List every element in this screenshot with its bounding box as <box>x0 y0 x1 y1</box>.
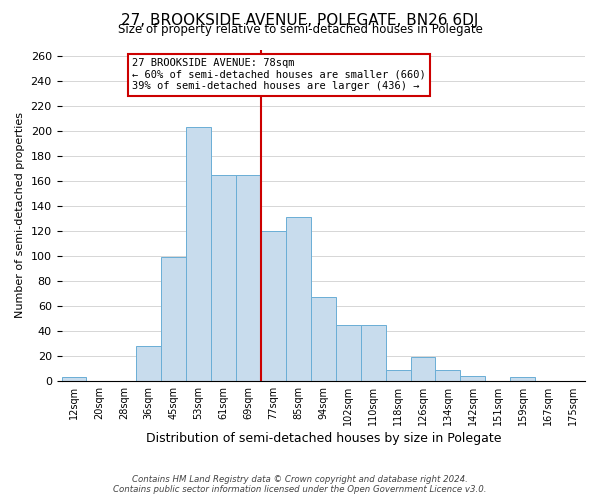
Bar <box>410 357 436 381</box>
Bar <box>136 346 161 381</box>
Bar <box>436 370 460 381</box>
Y-axis label: Number of semi-detached properties: Number of semi-detached properties <box>15 112 25 318</box>
Text: 27, BROOKSIDE AVENUE, POLEGATE, BN26 6DJ: 27, BROOKSIDE AVENUE, POLEGATE, BN26 6DJ <box>121 12 479 28</box>
Bar <box>311 297 336 381</box>
X-axis label: Distribution of semi-detached houses by size in Polegate: Distribution of semi-detached houses by … <box>146 432 501 445</box>
Bar <box>510 377 535 381</box>
Bar <box>261 231 286 381</box>
Bar <box>336 324 361 381</box>
Bar <box>186 128 211 381</box>
Bar <box>211 175 236 381</box>
Text: Contains HM Land Registry data © Crown copyright and database right 2024.
Contai: Contains HM Land Registry data © Crown c… <box>113 474 487 494</box>
Text: 27 BROOKSIDE AVENUE: 78sqm
← 60% of semi-detached houses are smaller (660)
39% o: 27 BROOKSIDE AVENUE: 78sqm ← 60% of semi… <box>132 58 426 92</box>
Bar <box>361 324 386 381</box>
Bar <box>460 376 485 381</box>
Text: Size of property relative to semi-detached houses in Polegate: Size of property relative to semi-detach… <box>118 22 482 36</box>
Bar <box>286 218 311 381</box>
Bar <box>236 175 261 381</box>
Bar <box>161 257 186 381</box>
Bar <box>62 377 86 381</box>
Bar <box>386 370 410 381</box>
